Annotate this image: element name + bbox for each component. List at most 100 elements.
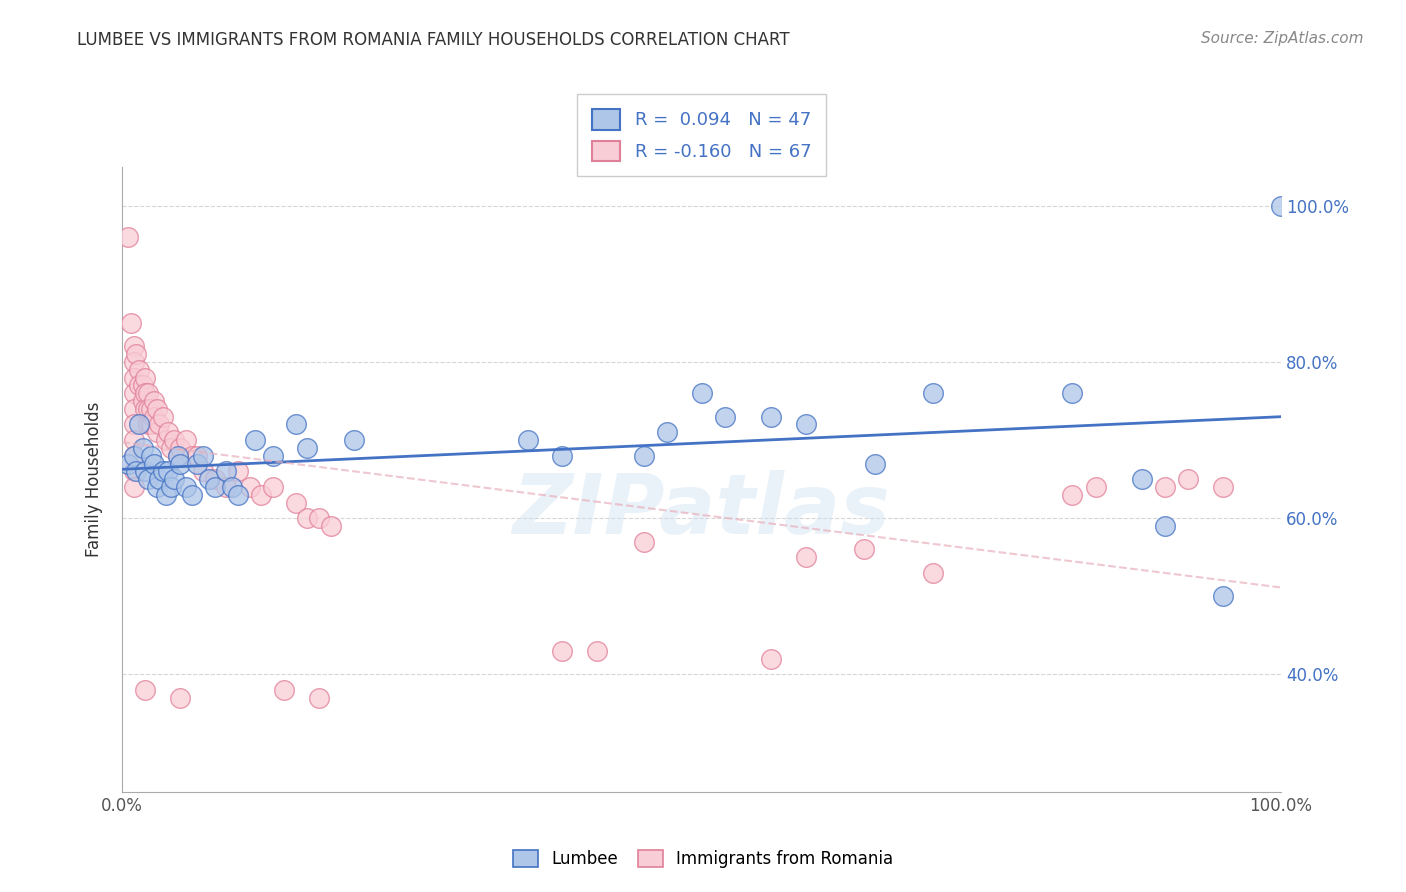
Point — [128, 363, 150, 377]
Point — [516, 433, 538, 447]
Point — [1212, 480, 1234, 494]
Point — [238, 480, 260, 494]
Point — [759, 652, 782, 666]
Point — [132, 441, 155, 455]
Point — [122, 417, 145, 432]
Point — [1212, 590, 1234, 604]
Point — [297, 441, 319, 455]
Point — [193, 464, 215, 478]
Point — [262, 449, 284, 463]
Point — [308, 511, 330, 525]
Point — [180, 488, 202, 502]
Point — [159, 480, 181, 494]
Point — [128, 378, 150, 392]
Point — [117, 230, 139, 244]
Point — [122, 386, 145, 401]
Point — [1130, 472, 1153, 486]
Point — [146, 480, 169, 494]
Point — [169, 457, 191, 471]
Point — [169, 441, 191, 455]
Point — [122, 464, 145, 478]
Point — [713, 409, 735, 424]
Point — [794, 550, 817, 565]
Point — [122, 449, 145, 463]
Point — [284, 417, 307, 432]
Point — [1062, 488, 1084, 502]
Point — [922, 566, 945, 580]
Point — [159, 441, 181, 455]
Point — [193, 449, 215, 463]
Point — [157, 464, 180, 478]
Point — [245, 433, 267, 447]
Point — [1084, 480, 1107, 494]
Point — [134, 386, 156, 401]
Point — [226, 488, 249, 502]
Point — [122, 433, 145, 447]
Point — [134, 401, 156, 416]
Point — [122, 401, 145, 416]
Point — [136, 386, 159, 401]
Point — [163, 472, 186, 486]
Y-axis label: Family Households: Family Households — [86, 401, 103, 557]
Point — [922, 386, 945, 401]
Point — [122, 449, 145, 463]
Point — [143, 394, 166, 409]
Point — [586, 644, 609, 658]
Point — [319, 519, 342, 533]
Point — [132, 394, 155, 409]
Point — [166, 449, 188, 463]
Point — [633, 449, 655, 463]
Point — [1154, 480, 1177, 494]
Point — [146, 425, 169, 440]
Point — [852, 542, 875, 557]
Point — [308, 690, 330, 705]
Point — [136, 417, 159, 432]
Point — [120, 316, 142, 330]
Point — [136, 472, 159, 486]
Point — [122, 339, 145, 353]
Point — [633, 534, 655, 549]
Point — [152, 464, 174, 478]
Point — [284, 495, 307, 509]
Point — [273, 683, 295, 698]
Point — [1154, 519, 1177, 533]
Point — [174, 480, 197, 494]
Point — [865, 457, 887, 471]
Point — [655, 425, 678, 440]
Point — [204, 480, 226, 494]
Point — [1270, 199, 1292, 213]
Point — [204, 472, 226, 486]
Point — [186, 449, 208, 463]
Point — [148, 417, 170, 432]
Point — [1062, 386, 1084, 401]
Point — [163, 433, 186, 447]
Point — [759, 409, 782, 424]
Point — [148, 472, 170, 486]
Point — [157, 425, 180, 440]
Point — [215, 464, 238, 478]
Point — [139, 401, 162, 416]
Text: Source: ZipAtlas.com: Source: ZipAtlas.com — [1201, 31, 1364, 46]
Point — [152, 409, 174, 424]
Point — [134, 464, 156, 478]
Point — [136, 401, 159, 416]
Legend: Lumbee, Immigrants from Romania: Lumbee, Immigrants from Romania — [506, 843, 900, 875]
Point — [174, 433, 197, 447]
Point — [117, 457, 139, 471]
Point — [169, 690, 191, 705]
Point — [134, 370, 156, 384]
Point — [186, 457, 208, 471]
Point — [343, 433, 366, 447]
Point — [215, 480, 238, 494]
Point — [139, 417, 162, 432]
Point — [180, 449, 202, 463]
Point — [155, 488, 177, 502]
Point — [125, 347, 148, 361]
Point — [122, 480, 145, 494]
Point — [198, 472, 221, 486]
Point — [122, 370, 145, 384]
Point — [125, 464, 148, 478]
Point — [690, 386, 713, 401]
Point — [250, 488, 273, 502]
Point — [166, 449, 188, 463]
